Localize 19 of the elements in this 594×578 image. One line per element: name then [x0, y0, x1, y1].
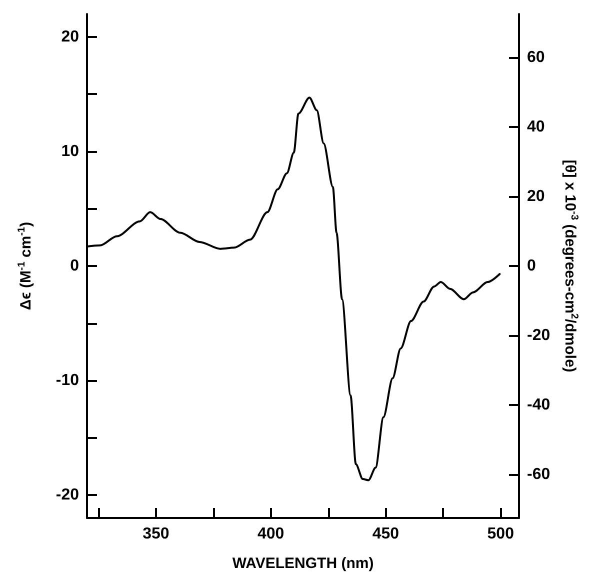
- y-tick-label: -20: [56, 486, 80, 504]
- y2-tick-label: 0: [527, 258, 536, 274]
- y2-tick-label: 40: [527, 118, 545, 136]
- y2-tick-label: -20: [527, 326, 550, 344]
- x-tick-label: 500: [487, 526, 514, 542]
- y2-tick-label: -60: [527, 466, 550, 483]
- y2-tick-label: 20: [527, 188, 545, 206]
- y2-tick-label: -40: [527, 396, 550, 414]
- y-tick-label: 10: [61, 142, 80, 160]
- x-axis-title: WAVELENGTH (nm): [232, 555, 374, 572]
- y-tick-label: -10: [56, 372, 80, 390]
- x-tick-label: 350: [142, 526, 170, 542]
- y-tick-label: 0: [70, 258, 80, 274]
- x-tick-label: 400: [257, 526, 284, 542]
- y-axis-title: Δϵ (M-1 cm-1): [16, 222, 34, 310]
- y2-axis-title: [θ] x 10-3 (degrees-cm2/dmole): [562, 160, 580, 372]
- y-tick-label: 20: [61, 28, 80, 46]
- y2-tick-label: 60: [527, 49, 545, 66]
- x-tick-label: 450: [372, 526, 400, 542]
